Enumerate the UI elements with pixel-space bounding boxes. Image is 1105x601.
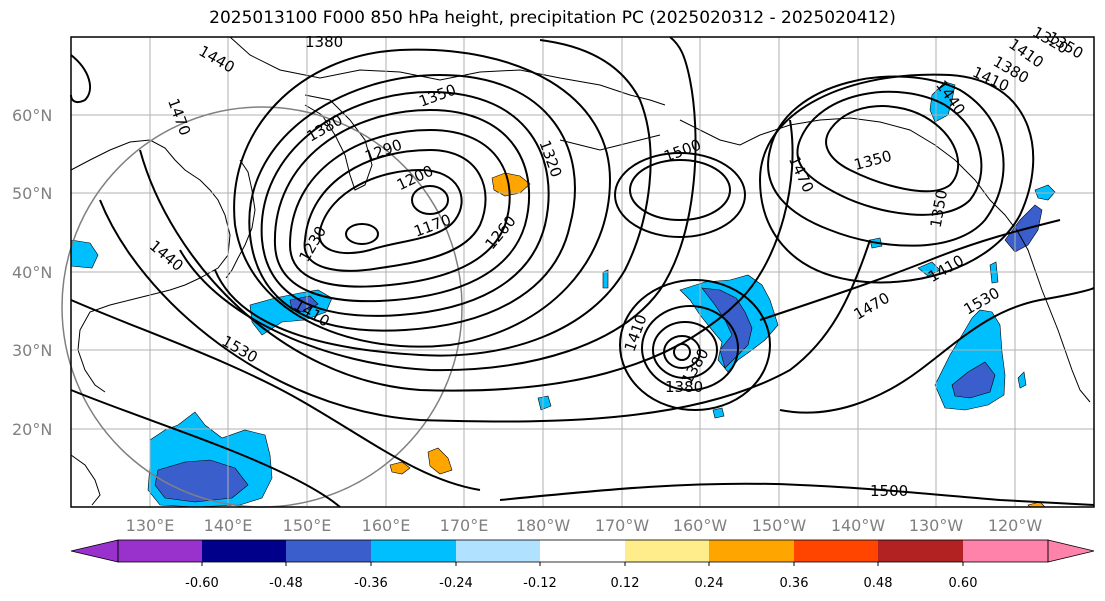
contour-low-pacific-5: [619, 279, 771, 411]
coastline-alaska: [679, 117, 1091, 403]
contour-1530: [70, 299, 481, 491]
lon-label: 130°E: [126, 516, 175, 535]
colorbar-tick-label: 0.12: [611, 576, 640, 591]
colorbar-tick-label: 0.48: [864, 576, 893, 591]
lon-label: 180°W: [516, 516, 571, 535]
precip-patch-small-6: [602, 269, 609, 289]
contour-low-pacific-1: [673, 343, 691, 361]
map-title: 2025013100 F000 850 hPa height, precipit…: [209, 8, 896, 28]
contour-low-pacific-3: [652, 321, 718, 379]
latitude-labels: 60°N 50°N 40°N 30°N 20°N: [12, 106, 52, 439]
contour-gulf-alaska-1440: [758, 73, 1035, 284]
colorbar-segment: [625, 540, 709, 562]
map-border: [70, 36, 1095, 508]
colorbar-segment: [540, 540, 625, 562]
contour-label: 1380: [665, 378, 703, 396]
contour-sw-loop: [70, 389, 341, 508]
precip-patch-aleutian-orange: [491, 172, 531, 197]
coastline-japan: [225, 159, 256, 279]
lon-label: 170°E: [440, 516, 489, 535]
precip-patch-philippine-orange-1: [389, 461, 411, 475]
coastline-philippines: [70, 454, 101, 506]
colorbar-tick-label: -0.36: [354, 576, 388, 591]
lat-label: 40°N: [12, 263, 52, 282]
precip-patch-philippine-sea-core: [154, 459, 249, 503]
colorbar-tick-label: 0.24: [695, 576, 724, 591]
precip-patch-west-coast-na-core: [951, 361, 996, 399]
contour-high-center-2: [614, 152, 746, 238]
lat-label: 20°N: [12, 420, 52, 439]
precip-patch-small-4: [1017, 371, 1027, 389]
contour-east-1530: [779, 287, 1095, 414]
colorbar-segment: [709, 540, 794, 562]
contour-1500: [99, 199, 871, 423]
lat-label: 60°N: [12, 106, 52, 125]
colorbar-segment: [202, 540, 286, 562]
contour-low-pacific-4: [641, 305, 739, 391]
colorbar-segment: [118, 540, 202, 562]
contour-1380: [233, 48, 612, 348]
contour-south-1500: [499, 482, 1095, 506]
colorbar-tick-labels: -0.60 -0.48 -0.36 -0.24 -0.12 0.12 0.24 …: [185, 576, 977, 591]
longitude-labels: 130°E 140°E 150°E 160°E 170°E 180°W 170°…: [126, 516, 1043, 535]
colorbar-segment: [794, 540, 878, 562]
colorbar: [70, 539, 1095, 566]
precip-shading-negative: [70, 81, 1056, 508]
colorbar-segment: [878, 540, 963, 562]
colorbar-segment: [286, 540, 371, 562]
contour-gulf-alaska-1410: [767, 75, 1005, 247]
contour-label: 1380: [305, 33, 343, 51]
height-contours: [70, 36, 1095, 508]
precip-patch-small-7: [712, 407, 725, 419]
coastline-kamchatka: [304, 94, 373, 191]
lon-label: 140°W: [831, 516, 886, 535]
contour-1200: [318, 168, 463, 255]
colorbar-segment: [963, 540, 1048, 562]
contour-gulf-alaska-1380: [796, 90, 983, 216]
colorbar-extend-min: [70, 539, 119, 563]
contour-low-center-2: [345, 223, 379, 245]
precip-patch-philippine-orange-2: [427, 447, 453, 475]
contour-1320: [260, 90, 550, 317]
contour-1350: [248, 73, 576, 332]
map-panel: 1380 1440 1470 1350 1380 1290 1200 1170 …: [61, 23, 1095, 508]
lon-label: 160°W: [673, 516, 728, 535]
colorbar-outline: [117, 539, 1049, 563]
colorbar-segment: [371, 540, 456, 562]
contour-low-pacific-2: [663, 335, 701, 369]
precip-shading-positive: [389, 172, 1046, 508]
lon-label: 150°E: [283, 516, 332, 535]
contour-low-center-1: [411, 185, 449, 215]
contour-high-center: [629, 159, 731, 221]
contour-west-small: [70, 54, 91, 104]
colorbar-tick-label: -0.12: [523, 576, 557, 591]
colorbar-extend-max: [1047, 539, 1095, 563]
lon-label: 120°W: [988, 516, 1043, 535]
contour-1260: [288, 128, 511, 288]
lat-label: 50°N: [12, 184, 52, 203]
colorbar-tick-label: 0.60: [949, 576, 978, 591]
contour-label: 1500: [870, 482, 908, 500]
lon-label: 150°W: [752, 516, 807, 535]
contour-1290: [273, 108, 531, 303]
lon-label: 170°W: [595, 516, 650, 535]
colorbar-tick-label: -0.24: [439, 576, 473, 591]
coastline-aleutians: [559, 134, 661, 151]
lon-label: 140°E: [204, 516, 253, 535]
contour-1230: [303, 148, 487, 272]
colorbar-tick-label: -0.48: [269, 576, 303, 591]
contour-gulf-alaska-1350: [825, 105, 960, 193]
lon-label: 160°E: [362, 516, 411, 535]
lat-label: 30°N: [12, 341, 52, 360]
colorbar-tick-label: 0.36: [780, 576, 809, 591]
colorbar-tick-label: -0.60: [185, 576, 219, 591]
contour-1440: [179, 36, 697, 372]
lon-label: 130°W: [909, 516, 964, 535]
colorbar-segment: [456, 540, 540, 562]
contour-east-1470: [759, 219, 1061, 321]
contour-1410: [214, 39, 652, 357]
precip-patch-small-3: [537, 395, 552, 411]
